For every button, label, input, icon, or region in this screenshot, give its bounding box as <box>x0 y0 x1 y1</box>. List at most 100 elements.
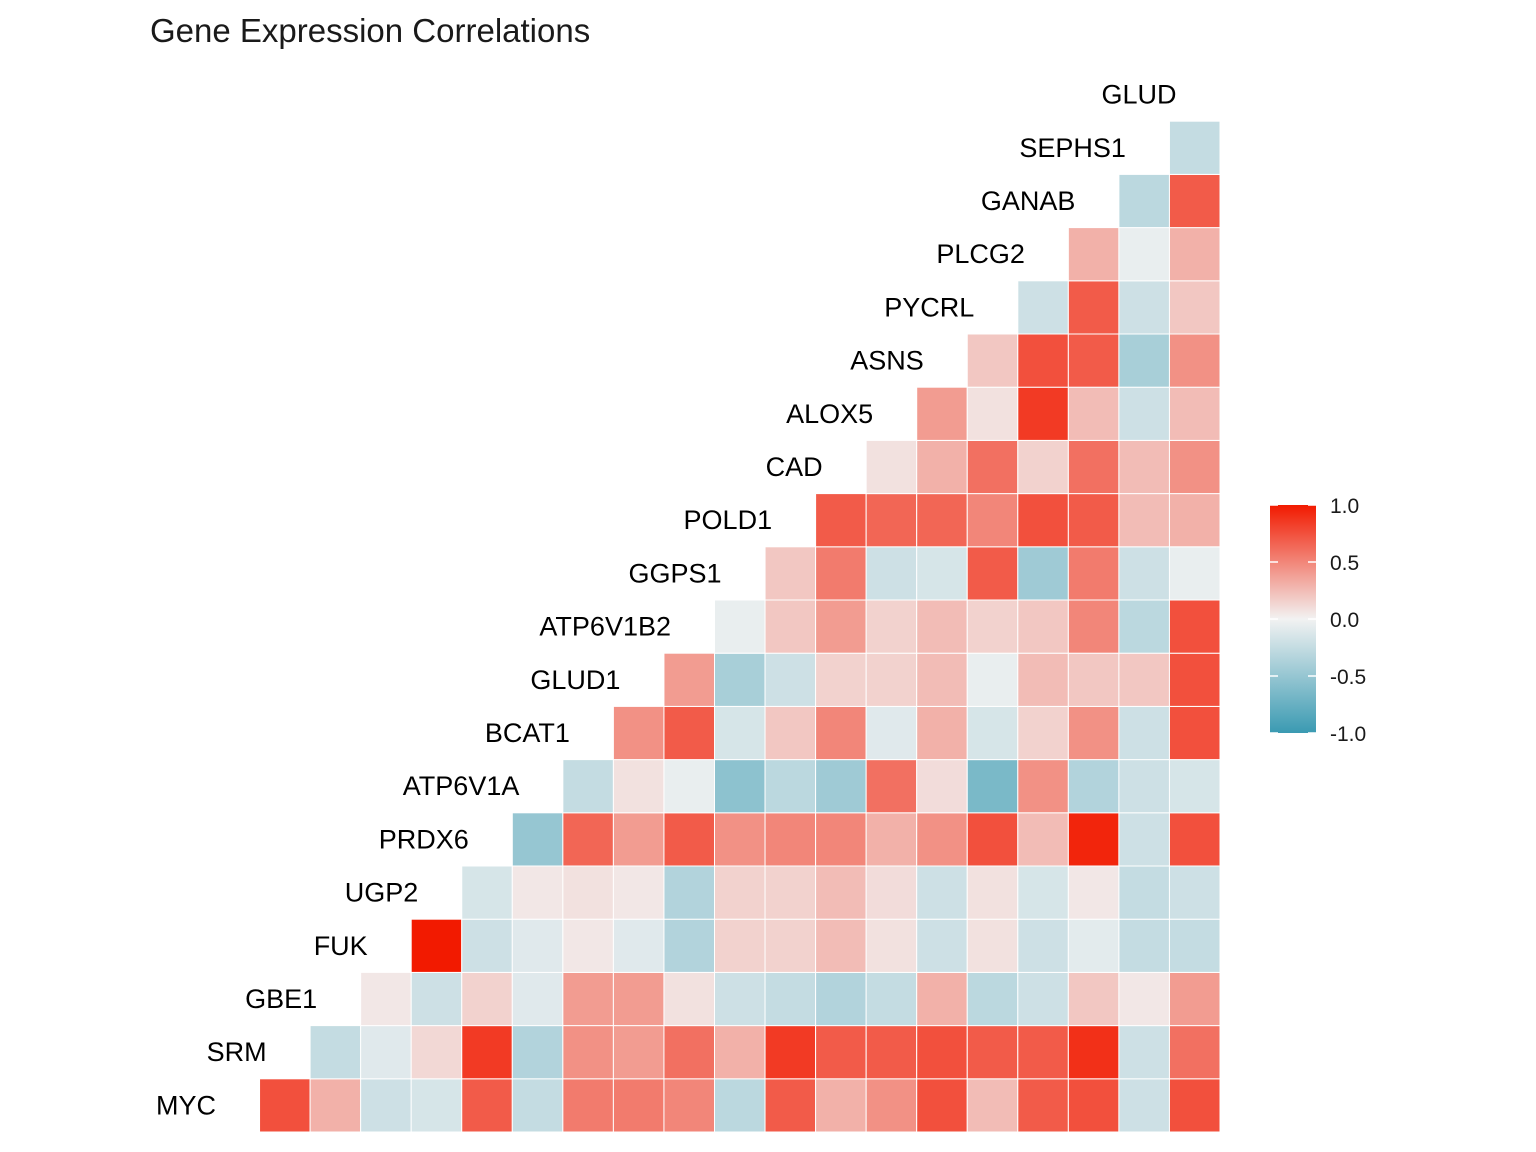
heatmap-cell-alox5-pold1 <box>865 493 918 548</box>
heatmap-cell-pycrl-prdx6 <box>966 812 1019 867</box>
heatmap-cell-asns-atp6v1a <box>916 759 968 814</box>
heatmap-cell-cad-atp6v1b2 <box>815 599 867 654</box>
heatmap-cell-ganab-srm <box>1067 1025 1120 1080</box>
heatmap-cell-ggps1-glud1 <box>714 652 766 707</box>
heatmap-cell-ganab-pycrl <box>1067 280 1120 335</box>
heatmap-cell-asns-alox5 <box>916 386 968 441</box>
heatmap-cells <box>259 120 1221 1133</box>
heatmap-cell-ganab-fuk <box>1067 918 1120 973</box>
heatmap-cell-bcat1-srm <box>562 1025 614 1080</box>
heatmap-cell-ugp2-srm <box>410 1025 463 1080</box>
heatmap-cell-plcg2-bcat1 <box>1017 705 1069 761</box>
heatmap-cell-glud-alox5 <box>1168 386 1221 441</box>
heatmap-cell-alox5-atp6v1b2 <box>865 599 918 654</box>
heatmap-cell-ggps1-prdx6 <box>714 812 766 867</box>
heatmap-cell-glud-ugp2 <box>1168 865 1221 920</box>
heatmap-cell-pold1-ggps1 <box>764 546 817 601</box>
heatmap-cell-plcg2-asns <box>1017 333 1069 388</box>
heatmap-cell-atp6v1b2-srm <box>663 1025 716 1080</box>
heatmap-cell-glud1-prdx6 <box>612 812 665 867</box>
heatmap-cell-atp6v1b2-bcat1 <box>663 705 716 761</box>
heatmap-cell-ganab-pold1 <box>1067 493 1120 548</box>
heatmap-cell-sephs1-pold1 <box>1118 493 1170 548</box>
gene-label-fuk: FUK <box>314 931 368 961</box>
color-legend: 1.0 0.5 0.0 -0.5 -1.0 <box>1270 495 1366 746</box>
heatmap-cell-glud-gbe1 <box>1168 971 1221 1027</box>
heatmap-cell-ggps1-ugp2 <box>714 865 766 920</box>
heatmap-cell-ganab-gbe1 <box>1067 971 1120 1027</box>
gene-label-sephs1: SEPHS1 <box>1019 133 1126 163</box>
heatmap-cell-asns-myc <box>916 1078 968 1133</box>
heatmap-cell-atp6v1a-ugp2 <box>511 865 564 920</box>
heatmap-cell-cad-pold1 <box>815 493 867 548</box>
heatmap-cell-ganab-atp6v1a <box>1067 759 1120 814</box>
heatmap-cell-pold1-fuk <box>764 918 817 973</box>
heatmap-cell-plcg2-atp6v1b2 <box>1017 599 1069 654</box>
gene-label-myc: MYC <box>156 1090 216 1120</box>
heatmap-cell-asns-bcat1 <box>916 705 968 761</box>
heatmap-cell-sephs1-atp6v1a <box>1118 759 1170 814</box>
heatmap-cell-ggps1-myc <box>714 1078 766 1133</box>
heatmap-cell-gbe1-myc <box>309 1078 362 1133</box>
heatmap-cell-plcg2-prdx6 <box>1017 812 1069 867</box>
legend-tick-label: 1.0 <box>1330 495 1359 518</box>
heatmap-cell-sephs1-plcg2 <box>1118 227 1170 282</box>
heatmap-cell-alox5-ggps1 <box>865 546 918 601</box>
heatmap-cell-bcat1-gbe1 <box>562 971 614 1027</box>
heatmap-cell-glud-srm <box>1168 1025 1221 1080</box>
heatmap-cell-pold1-atp6v1b2 <box>764 599 817 654</box>
heatmap-cell-pycrl-gbe1 <box>966 971 1019 1027</box>
heatmap-cell-glud-bcat1 <box>1168 705 1221 761</box>
heatmap-cell-ggps1-atp6v1b2 <box>714 599 766 654</box>
heatmap-cell-asns-ugp2 <box>916 865 968 920</box>
heatmap-cell-pycrl-glud1 <box>966 652 1019 707</box>
heatmap-cell-glud1-myc <box>612 1078 665 1133</box>
chart-title: Gene Expression Correlations <box>150 12 591 49</box>
heatmap-cell-sephs1-prdx6 <box>1118 812 1170 867</box>
gene-label-gbe1: GBE1 <box>245 984 317 1014</box>
heatmap-cell-alox5-glud1 <box>865 652 918 707</box>
heatmap-cell-ganab-atp6v1b2 <box>1067 599 1120 654</box>
heatmap-cell-plcg2-ggps1 <box>1017 546 1069 601</box>
heatmap-cell-atp6v1b2-fuk <box>663 918 716 973</box>
heatmap-cell-glud1-bcat1 <box>612 705 665 761</box>
heatmap-cell-pold1-ugp2 <box>764 865 817 920</box>
heatmap-cell-ganab-ggps1 <box>1067 546 1120 601</box>
heatmap-cell-plcg2-fuk <box>1017 918 1069 973</box>
heatmap-cell-sephs1-gbe1 <box>1118 971 1170 1027</box>
heatmap-cell-plcg2-alox5 <box>1017 386 1069 441</box>
heatmap-cell-prdx6-myc <box>461 1078 513 1133</box>
gene-label-cad: CAD <box>766 452 823 482</box>
heatmap-cell-atp6v1a-gbe1 <box>511 971 564 1027</box>
heatmap-cell-pycrl-pold1 <box>966 493 1019 548</box>
heatmap-cell-ganab-prdx6 <box>1067 812 1120 867</box>
heatmap-cell-atp6v1a-prdx6 <box>511 812 564 867</box>
heatmap-cell-alox5-cad <box>865 439 918 495</box>
heatmap-cell-fuk-gbe1 <box>360 971 412 1027</box>
heatmap-cell-plcg2-glud1 <box>1017 652 1069 707</box>
heatmap-cell-ganab-glud1 <box>1067 652 1120 707</box>
heatmap-cell-pycrl-atp6v1b2 <box>966 599 1019 654</box>
gene-label-prdx6: PRDX6 <box>379 824 469 854</box>
heatmap-cell-ganab-myc <box>1067 1078 1120 1133</box>
gene-label-glud: GLUD <box>1101 80 1176 110</box>
heatmap-cell-cad-bcat1 <box>815 705 867 761</box>
heatmap-cell-plcg2-pold1 <box>1017 493 1069 548</box>
heatmap-cell-alox5-bcat1 <box>865 705 918 761</box>
heatmap-cell-atp6v1a-srm <box>511 1025 564 1080</box>
heatmap-cell-sephs1-glud1 <box>1118 652 1170 707</box>
heatmap-cell-pycrl-srm <box>966 1025 1019 1080</box>
heatmap-cell-cad-myc <box>815 1078 867 1133</box>
gene-label-atp6v1b2: ATP6V1B2 <box>539 612 671 642</box>
heatmap-cell-bcat1-atp6v1a <box>562 759 614 814</box>
heatmap-cell-plcg2-gbe1 <box>1017 971 1069 1027</box>
heatmap-cell-prdx6-fuk <box>461 918 513 973</box>
heatmap-cell-ggps1-atp6v1a <box>714 759 766 814</box>
heatmap-cell-glud1-fuk <box>612 918 665 973</box>
heatmap-cell-prdx6-srm <box>461 1025 513 1080</box>
heatmap-cell-pold1-glud1 <box>764 652 817 707</box>
heatmap-cell-pycrl-fuk <box>966 918 1019 973</box>
heatmap-cell-sephs1-atp6v1b2 <box>1118 599 1170 654</box>
heatmap-cell-pold1-prdx6 <box>764 812 817 867</box>
